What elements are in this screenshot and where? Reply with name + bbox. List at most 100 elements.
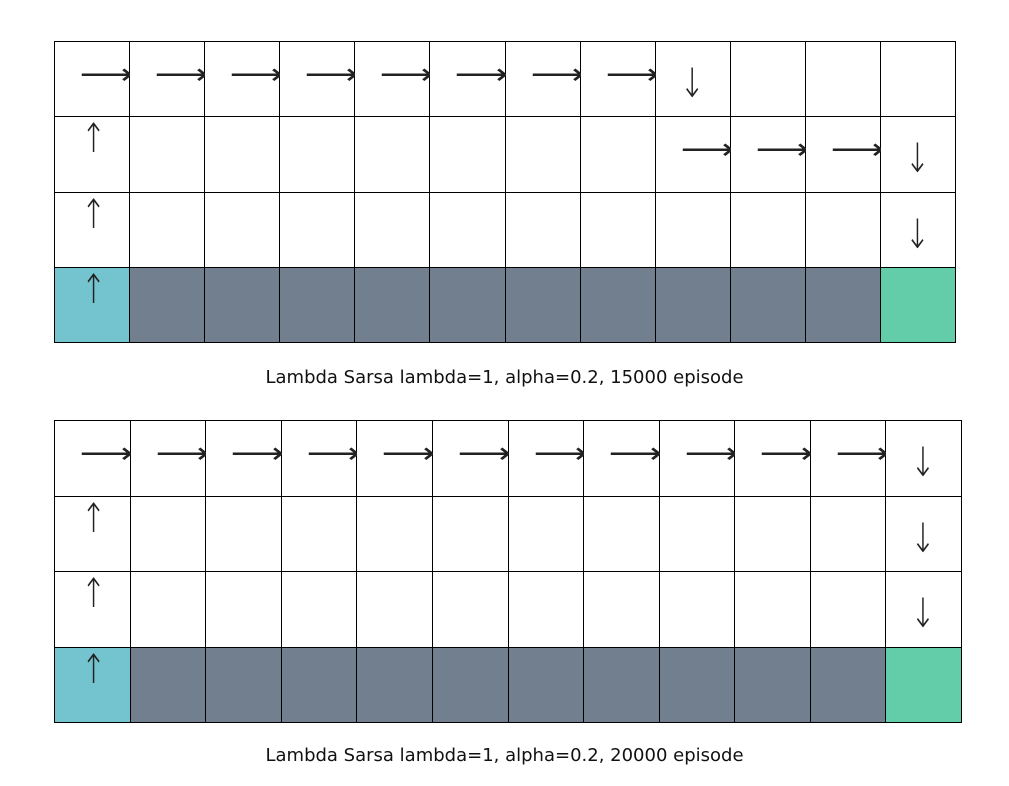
- grid-cell: ⟶: [659, 421, 738, 496]
- grid-cell: [730, 192, 805, 267]
- grid-cell: [508, 496, 584, 571]
- grid-cell: [730, 42, 805, 117]
- grid-cell: ↓: [886, 421, 961, 496]
- cliff-cell: [430, 267, 505, 342]
- cliff-cell: [281, 647, 357, 722]
- grid-cell: [355, 192, 430, 267]
- down-arrow-icon: ↓: [910, 515, 936, 563]
- grid-cell: [355, 117, 430, 192]
- grid-cell: [659, 496, 735, 571]
- grid-cell: ⟶: [355, 42, 434, 117]
- grid-cell: [430, 192, 505, 267]
- grid-cell: [205, 117, 280, 192]
- grid-cell: [584, 496, 659, 571]
- cliff-cell: [659, 647, 735, 722]
- cliff-cell: [730, 267, 805, 342]
- grid-cell: ⟶: [805, 117, 884, 192]
- grid-cell: [130, 496, 206, 571]
- grid-cell: ↑: [55, 191, 130, 267]
- down-arrow-icon: ↓: [910, 439, 936, 487]
- right-arrow-icon: ⟶: [835, 436, 890, 471]
- start-cell: ↑: [55, 267, 130, 342]
- grid-cell: ⟶: [810, 421, 890, 496]
- grid-cell: ⟶: [357, 421, 436, 496]
- grid-cell: [281, 496, 357, 571]
- right-arrow-icon: ⟶: [154, 57, 209, 92]
- down-arrow-icon: ↓: [904, 211, 931, 259]
- right-arrow-icon: ⟶: [605, 57, 659, 92]
- right-arrow-icon: ⟶: [533, 436, 587, 471]
- goal-cell: [886, 647, 961, 722]
- grid-cell: [432, 572, 508, 647]
- cliff-cell: [655, 267, 730, 342]
- grid-cell: ↓: [655, 42, 730, 117]
- grid-cell: [805, 192, 880, 267]
- right-arrow-icon: ⟶: [229, 57, 284, 92]
- grid-cell: ⟶: [281, 421, 360, 496]
- grid-cell: ↑: [55, 115, 130, 192]
- right-arrow-icon: ⟶: [304, 57, 359, 92]
- grid-cell: ⟶: [130, 421, 209, 496]
- grid-cell: [810, 572, 886, 647]
- grid-cell: [130, 117, 205, 192]
- grid-cell: [735, 572, 810, 647]
- down-arrow-icon: ↓: [910, 590, 936, 638]
- grid-cell: [505, 117, 580, 192]
- cliff-cell: [206, 647, 281, 722]
- grid-cell: [130, 572, 206, 647]
- grid-cell: [130, 192, 205, 267]
- grid-cell: [432, 496, 508, 571]
- grid-cell: [735, 496, 810, 571]
- grid-cell: ⟶: [130, 42, 208, 117]
- cliff-cell: [580, 267, 655, 342]
- up-arrow-icon: ↑: [81, 570, 107, 618]
- grid-cell: ⟶: [206, 421, 285, 496]
- right-arrow-icon: ⟶: [79, 436, 134, 471]
- right-arrow-icon: ⟶: [830, 132, 885, 168]
- grid-cell: [281, 572, 357, 647]
- caption-15000: Lambda Sarsa lambda=1, alpha=0.2, 15000 …: [265, 367, 744, 388]
- grid-cell: ↑: [55, 572, 130, 647]
- cliff-cell: [205, 267, 280, 342]
- grid-cell: [280, 117, 355, 192]
- cliff-cell: [355, 267, 430, 342]
- right-arrow-icon: ⟶: [379, 57, 434, 92]
- grid-cell: ⟶: [730, 117, 809, 192]
- grid-cell: [655, 192, 730, 267]
- grid-cell: ⟶: [205, 42, 284, 117]
- start-cell: ↑: [55, 647, 130, 722]
- goal-cell: [880, 267, 955, 342]
- right-arrow-icon: ⟶: [530, 57, 584, 92]
- right-arrow-icon: ⟶: [457, 436, 512, 471]
- grid-cell: [206, 572, 281, 647]
- cliff-cell: [505, 267, 580, 342]
- grid-cell: ↓: [886, 572, 961, 647]
- grid-cell: [205, 192, 280, 267]
- caption-20000: Lambda Sarsa lambda=1, alpha=0.2, 20000 …: [265, 745, 744, 766]
- right-arrow-icon: ⟶: [155, 436, 209, 471]
- right-arrow-icon: ⟶: [230, 436, 285, 471]
- grid-cell: [357, 496, 432, 571]
- right-arrow-icon: ⟶: [79, 57, 134, 92]
- grid-cell: ⟶: [432, 421, 511, 496]
- grid-cell: ⟶: [655, 117, 734, 192]
- grid-cell: ↓: [886, 496, 961, 571]
- grid-cell: ⟶: [55, 42, 133, 117]
- grid-cell: [505, 192, 580, 267]
- grid-cell: ⟶: [735, 421, 814, 496]
- cliff-cell: [432, 647, 508, 722]
- up-arrow-icon: ↑: [81, 191, 107, 239]
- right-arrow-icon: ⟶: [381, 436, 436, 471]
- grid-cell: [508, 572, 584, 647]
- grid-cell: ↓: [880, 192, 955, 267]
- grid-cell: ⟶: [55, 421, 133, 496]
- cliff-cell: [805, 267, 880, 342]
- cliff-cell: [280, 267, 355, 342]
- right-arrow-icon: ⟶: [608, 436, 663, 471]
- grid-cell: [584, 572, 659, 647]
- grid-cell: [580, 192, 655, 267]
- up-arrow-icon: ↑: [81, 115, 107, 164]
- right-arrow-icon: ⟶: [755, 132, 810, 168]
- right-arrow-icon: ⟶: [455, 57, 509, 92]
- grid-cell: ↑: [55, 496, 130, 571]
